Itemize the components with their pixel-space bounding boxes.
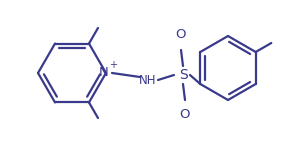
Text: +: + — [109, 60, 117, 70]
Text: N: N — [99, 66, 109, 79]
Text: O: O — [180, 108, 190, 121]
Text: NH: NH — [139, 73, 157, 86]
Text: O: O — [176, 28, 186, 41]
Text: S: S — [179, 68, 187, 82]
